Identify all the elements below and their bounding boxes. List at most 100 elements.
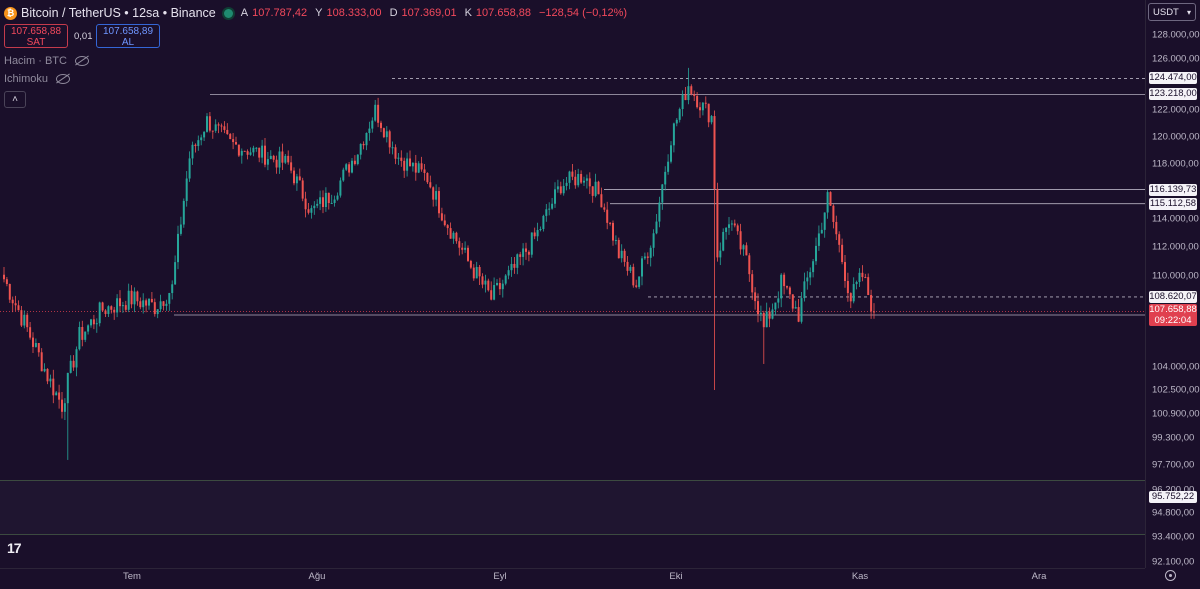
candle-body xyxy=(220,125,223,127)
indicator-volume[interactable]: Hacim · BTC xyxy=(4,55,89,67)
time-axis[interactable] xyxy=(0,568,1145,589)
candle-body xyxy=(409,158,411,167)
candle-body xyxy=(580,174,583,183)
candle-body xyxy=(339,180,342,196)
candle-body xyxy=(562,185,565,194)
candle-body xyxy=(481,276,484,285)
price-level-label[interactable]: 95.752,22 xyxy=(1149,491,1197,504)
candle-body xyxy=(423,169,426,174)
candle-body xyxy=(852,284,855,302)
price-level-label[interactable]: 108.620,07 xyxy=(1149,290,1197,303)
candle-body xyxy=(641,258,643,277)
indicator-ichimoku[interactable]: Ichimoku xyxy=(4,73,71,85)
candle-body xyxy=(26,314,29,328)
candle-body xyxy=(232,139,235,143)
price-level-label[interactable]: 124.474,00 xyxy=(1149,72,1197,85)
candle-body xyxy=(313,205,316,209)
candle-body xyxy=(429,182,432,188)
y-tick-label: 97.700,00 xyxy=(1152,459,1195,471)
candle-body xyxy=(95,323,98,325)
symbol-title[interactable]: Bitcoin / TetherUS • 12sa • Binance xyxy=(21,6,216,20)
x-tick-label: Kas xyxy=(851,571,869,582)
candle-body xyxy=(438,191,440,214)
candle-body xyxy=(690,86,693,95)
collapse-legend-button[interactable]: ˄ xyxy=(4,91,26,108)
sell-button[interactable]: 107.658,88 SAT xyxy=(4,24,68,48)
candle-body xyxy=(46,368,49,382)
candle-body xyxy=(98,302,101,324)
candle-body xyxy=(542,215,545,230)
market-status-icon[interactable] xyxy=(223,8,233,18)
price-axis[interactable] xyxy=(1145,0,1200,568)
settings-icon[interactable] xyxy=(1165,570,1176,581)
eye-hidden-icon[interactable] xyxy=(56,74,71,84)
candle-body xyxy=(295,176,298,184)
candle-body xyxy=(121,305,124,307)
y-tick-label: 96.200,00 xyxy=(1152,484,1195,496)
candle-body xyxy=(812,261,815,273)
candle-body xyxy=(774,302,777,310)
candle-body xyxy=(446,225,449,229)
ohlc-low-key: D xyxy=(389,7,398,19)
candle-body xyxy=(23,314,26,326)
candle-body xyxy=(536,230,539,237)
candle-body xyxy=(304,198,307,210)
candle-body xyxy=(87,325,90,332)
y-tick-label: 100.900,00 xyxy=(1152,408,1200,420)
y-tick-label: 94.800,00 xyxy=(1152,507,1195,519)
candle-body xyxy=(336,195,339,200)
candle-body xyxy=(139,301,142,308)
eye-hidden-icon[interactable] xyxy=(74,56,89,66)
candle-body xyxy=(411,162,414,167)
candle-body xyxy=(287,155,290,163)
candle-body xyxy=(733,223,736,226)
candle-body xyxy=(322,197,324,208)
candle-body xyxy=(475,266,478,279)
candle-body xyxy=(110,306,113,310)
y-tick-label: 128.000,00 xyxy=(1152,29,1200,41)
candle-body xyxy=(380,122,382,129)
candle-body xyxy=(278,151,281,168)
candle-body xyxy=(194,144,197,147)
candle-body xyxy=(458,241,461,248)
candle-body xyxy=(838,234,841,245)
candle-body xyxy=(742,245,745,250)
candle-body xyxy=(414,162,417,173)
candle-body xyxy=(817,233,820,246)
candle-body xyxy=(243,150,246,152)
price-level-label[interactable]: 123.218,00 xyxy=(1149,88,1197,101)
tradingview-logo[interactable]: 17 xyxy=(7,540,22,556)
candle-body xyxy=(348,164,351,173)
candle-body xyxy=(324,192,327,208)
candle-body xyxy=(197,140,200,147)
candle-body xyxy=(113,309,116,313)
candle-body xyxy=(829,192,832,206)
candle-body xyxy=(780,274,783,299)
price-level-label[interactable]: 115.112,58 xyxy=(1149,197,1197,210)
candle-body xyxy=(736,225,739,232)
lower-indicator-pane[interactable] xyxy=(0,480,1145,535)
candle-body xyxy=(275,159,278,168)
candle-body xyxy=(452,232,455,239)
currency-selector[interactable]: USDT ▾ xyxy=(1148,3,1196,21)
candle-body xyxy=(620,250,623,259)
candle-body xyxy=(548,208,551,210)
candle-body xyxy=(849,293,852,302)
ohlc-open-key: A xyxy=(240,7,249,19)
candle-body xyxy=(661,184,664,203)
candle-body xyxy=(203,131,206,138)
price-level-label[interactable]: 116.139,73 xyxy=(1149,183,1197,196)
candle-body xyxy=(791,294,794,309)
candle-body xyxy=(365,132,368,146)
candle-body xyxy=(43,368,46,372)
candle-body xyxy=(359,143,362,155)
candle-body xyxy=(765,311,768,328)
candle-body xyxy=(130,290,133,305)
ohlc-high-key: Y xyxy=(315,7,323,19)
candle-body xyxy=(449,228,452,239)
candle-body xyxy=(148,298,150,306)
candle-body xyxy=(84,331,87,340)
buy-button[interactable]: 107.658,89 AL xyxy=(96,24,160,48)
candle-body xyxy=(530,232,533,255)
